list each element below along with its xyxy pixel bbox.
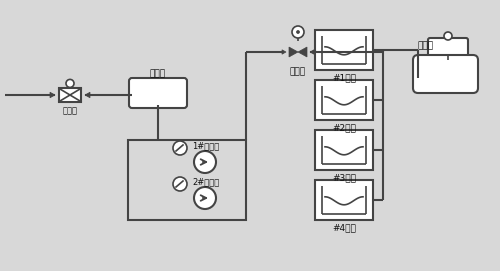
Circle shape bbox=[173, 177, 187, 191]
Circle shape bbox=[66, 79, 74, 88]
Polygon shape bbox=[282, 50, 286, 54]
Bar bbox=[315, 30, 373, 70]
Circle shape bbox=[444, 32, 452, 40]
Text: #3低加: #3低加 bbox=[332, 173, 356, 182]
Text: #1低加: #1低加 bbox=[332, 73, 356, 82]
Text: 调节阀: 调节阀 bbox=[62, 107, 78, 116]
Polygon shape bbox=[298, 47, 307, 57]
Circle shape bbox=[173, 141, 187, 155]
Circle shape bbox=[292, 26, 304, 38]
Text: 调节阀: 调节阀 bbox=[290, 67, 306, 76]
Polygon shape bbox=[50, 92, 55, 98]
Text: #4低加: #4低加 bbox=[332, 223, 356, 232]
Bar bbox=[59, 88, 81, 102]
Bar bbox=[315, 130, 373, 170]
Text: #2低加: #2低加 bbox=[332, 123, 356, 132]
Polygon shape bbox=[85, 92, 90, 98]
Bar bbox=[315, 80, 373, 120]
Circle shape bbox=[296, 31, 300, 34]
FancyBboxPatch shape bbox=[129, 78, 187, 108]
FancyBboxPatch shape bbox=[428, 38, 468, 56]
Bar bbox=[315, 180, 373, 220]
Polygon shape bbox=[310, 50, 314, 54]
Text: 除气器: 除气器 bbox=[418, 41, 434, 50]
Bar bbox=[128, 140, 246, 220]
Text: 2#凝结泵: 2#凝结泵 bbox=[192, 178, 219, 186]
Circle shape bbox=[194, 151, 216, 173]
Text: 凝汽器: 凝汽器 bbox=[150, 69, 166, 78]
Polygon shape bbox=[289, 47, 298, 57]
FancyBboxPatch shape bbox=[413, 55, 478, 93]
Text: 1#凝结泵: 1#凝结泵 bbox=[192, 141, 219, 150]
Circle shape bbox=[194, 187, 216, 209]
